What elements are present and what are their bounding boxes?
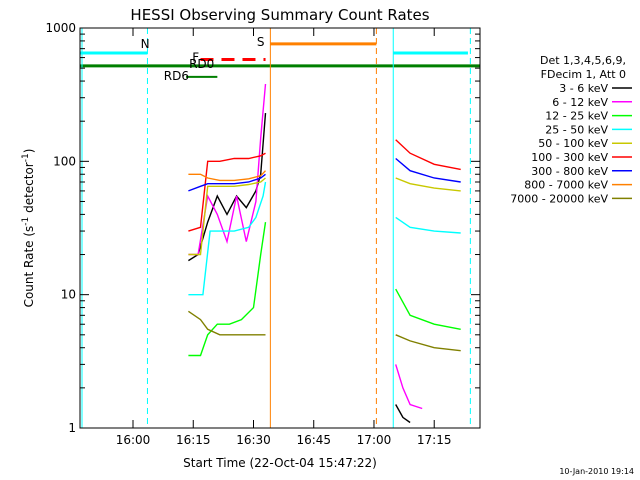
legend-label-5: 100 - 300 keV <box>531 151 608 164</box>
legend-label-8: 7000 - 20000 keV <box>510 192 608 205</box>
x-tick-label-4: 17:00 <box>357 433 392 447</box>
series-line-3 <box>395 216 461 234</box>
series-line-1-a <box>188 83 267 256</box>
legend-label-6: 300 - 800 keV <box>531 165 608 178</box>
x-tick-label-2: 16:30 <box>236 433 271 447</box>
x-axis-label: Start Time (22-Oct-04 15:47:22) <box>183 456 377 470</box>
y-axis-label-mid: detector <box>22 162 36 217</box>
series-line-8 <box>395 334 461 352</box>
flag-label-rd0: RD0 <box>189 57 214 71</box>
y-axis-label-sup2: -1 <box>21 153 31 162</box>
legend-label-1: 6 - 12 keV <box>552 96 608 109</box>
flag-label-s: S <box>257 35 265 49</box>
series-line-2 <box>395 288 461 330</box>
x-tick-label-0: 16:00 <box>116 433 151 447</box>
x-tick-label-1: 16:15 <box>176 433 211 447</box>
series-line-8-a <box>188 310 266 336</box>
y-tick-label-1: 10 <box>61 288 76 302</box>
legend-label-7: 800 - 7000 keV <box>524 179 608 192</box>
flag-label-n: N <box>141 37 150 51</box>
x-ticks: 16:00 16:15 16:30 16:45 17:00 17:15 <box>116 28 452 447</box>
series-line-2-a <box>188 221 267 357</box>
series-line-0 <box>395 404 411 424</box>
chart-title: HESSI Observing Summary Count Rates <box>130 6 429 24</box>
y-ticks: 1 10 100 1000 <box>45 21 480 435</box>
series-line-6 <box>395 157 461 183</box>
timestamp: 10-Jan-2010 19:14 <box>559 467 634 476</box>
legend-label-0: 3 - 6 keV <box>559 82 608 95</box>
legend-label-3: 25 - 50 keV <box>545 123 608 136</box>
legend-header-2: FDecim 1, Att 0 <box>541 68 626 81</box>
series-line-7 <box>188 170 267 182</box>
legend-header-1: Det 1,3,4,5,6,9, <box>540 54 626 67</box>
legend-label-2: 12 - 25 keV <box>545 110 608 123</box>
series-line-3-a <box>188 181 267 296</box>
flag-label-f: F <box>192 51 199 65</box>
flag-label-rd6: RD6 <box>164 69 189 83</box>
series-lines <box>188 83 461 424</box>
plot-frame <box>79 27 481 429</box>
legend: Det 1,3,4,5,6,9, FDecim 1, Att 0 3 - 6 k… <box>510 54 632 205</box>
y-axis-label: Count Rate (s-1 detector-1) <box>21 149 36 308</box>
y-tick-label-3: 1000 <box>45 21 76 35</box>
series-line-5 <box>395 139 461 171</box>
series-line-1 <box>395 364 423 410</box>
y-axis-label-sup1: -1 <box>21 217 31 226</box>
series-line-4 <box>395 177 461 192</box>
series-line-5-a <box>188 152 266 232</box>
x-tick-label-5: 17:15 <box>417 433 452 447</box>
y-axis-label-main: Count Rate (s <box>22 226 36 308</box>
legend-label-4: 50 - 100 keV <box>538 137 608 150</box>
series-line-6-a <box>188 173 266 192</box>
y-tick-label-0: 1 <box>68 421 76 435</box>
x-tick-label-3: 16:45 <box>296 433 331 447</box>
series-line-4-a <box>188 177 266 256</box>
y-axis-label-end: ) <box>22 149 36 154</box>
y-tick-label-2: 100 <box>53 154 76 168</box>
